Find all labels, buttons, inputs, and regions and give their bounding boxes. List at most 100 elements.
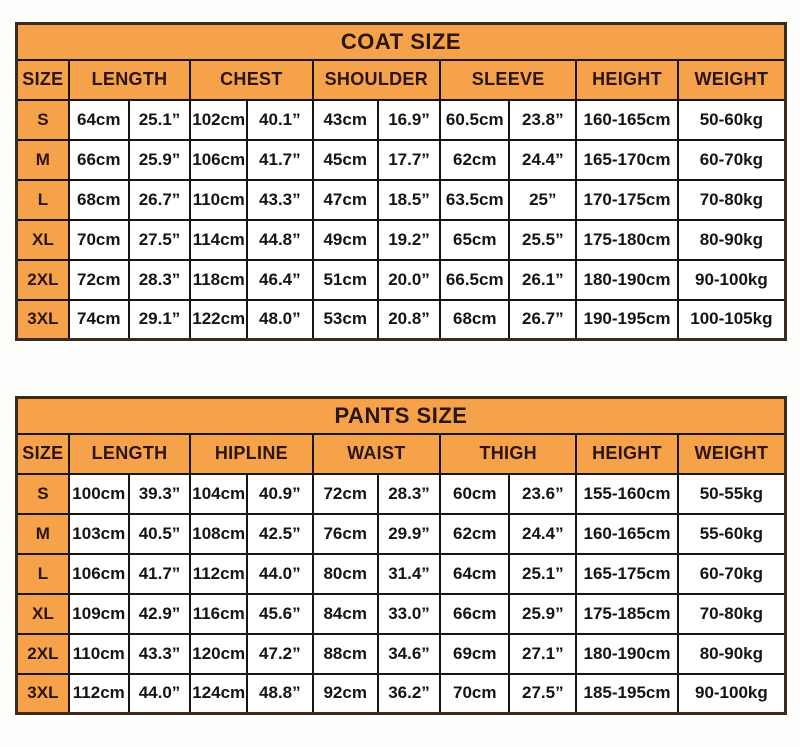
coat-size-table: COAT SIZE SIZE LENGTH CHEST SHOULDER SLE… (15, 22, 787, 341)
value-cell: 70-80kg (676, 178, 787, 221)
value-cell: 100cm (67, 472, 130, 515)
column-header-height: HEIGHT (575, 432, 679, 475)
size-label-cell: M (15, 512, 70, 555)
value-cell: 50-55kg (676, 472, 787, 515)
value-cell: 18.5” (376, 178, 442, 221)
column-header-sleeve: SLEEVE (439, 58, 578, 101)
value-cell: 25.1” (127, 98, 192, 141)
value-cell: 20.8” (376, 298, 442, 341)
table-row: XL 70cm 27.5” 114cm 44.8” 49cm 19.2” 65cm 25.5” 1… (15, 218, 787, 261)
column-header-length: LENGTH (67, 432, 192, 475)
size-label-cell: 3XL (15, 298, 70, 341)
value-cell: 48.8” (246, 672, 314, 715)
value-cell: 165-175cm (575, 552, 679, 595)
value-cell: 24.4” (508, 512, 578, 555)
value-cell: 27.5” (508, 672, 578, 715)
size-label-cell: XL (15, 592, 70, 635)
value-cell: 34.6” (376, 632, 442, 675)
table-row: L 68cm 26.7” 110cm 43.3” 47cm 18.5” 63.5cm 25” 17… (15, 178, 787, 221)
value-cell: 112cm (67, 672, 130, 715)
value-cell: 66cm (439, 592, 511, 635)
value-cell: 104cm (189, 472, 249, 515)
value-cell: 16.9” (376, 98, 442, 141)
table-row: 3XL 112cm 44.0” 124cm 48.8” 92cm 36.2” 70cm 27.5… (15, 672, 787, 715)
value-cell: 28.3” (376, 472, 442, 515)
size-column-header: SIZE (15, 58, 70, 101)
value-cell: 25.5” (508, 218, 578, 261)
value-cell: 40.5” (127, 512, 192, 555)
column-header-length: LENGTH (67, 58, 192, 101)
value-cell: 155-160cm (575, 472, 679, 515)
value-cell: 112cm (189, 552, 249, 595)
pants-table-body: S 100cm 39.3” 104cm 40.9” 72cm 28.3” 60cm 23.6” 1… (15, 472, 787, 715)
size-label-cell: 2XL (15, 258, 70, 301)
value-cell: 44.8” (246, 218, 314, 261)
pants-size-table: PANTS SIZE SIZE LENGTH HIPLINE WAIST THI… (15, 396, 787, 715)
title-row: PANTS SIZE (15, 396, 787, 435)
table-row: M 66cm 25.9” 106cm 41.7” 45cm 17.7” 62cm 24.4” 16… (15, 138, 787, 181)
value-cell: 72cm (67, 258, 130, 301)
value-cell: 44.0” (127, 672, 192, 715)
size-label-cell: 3XL (15, 672, 70, 715)
value-cell: 27.5” (127, 218, 192, 261)
value-cell: 106cm (189, 138, 249, 181)
value-cell: 106cm (67, 552, 130, 595)
size-label-cell: S (15, 98, 70, 141)
value-cell: 17.7” (376, 138, 442, 181)
value-cell: 103cm (67, 512, 130, 555)
value-cell: 49cm (311, 218, 379, 261)
coat-table-body: S 64cm 25.1” 102cm 40.1” 43cm 16.9” 60.5cm 23.8”… (15, 98, 787, 341)
value-cell: 180-190cm (575, 632, 679, 675)
value-cell: 24.4” (508, 138, 578, 181)
value-cell: 65cm (439, 218, 511, 261)
value-cell: 31.4” (376, 552, 442, 595)
value-cell: 60-70kg (676, 138, 787, 181)
value-cell: 43.3” (246, 178, 314, 221)
table-row: 2XL 110cm 43.3” 120cm 47.2” 88cm 34.6” 69cm 27.1… (15, 632, 787, 675)
value-cell: 62cm (439, 138, 511, 181)
value-cell: 69cm (439, 632, 511, 675)
value-cell: 40.1” (246, 98, 314, 141)
size-column-header: SIZE (15, 432, 70, 475)
value-cell: 20.0” (376, 258, 442, 301)
value-cell: 175-180cm (575, 218, 679, 261)
value-cell: 26.1” (508, 258, 578, 301)
value-cell: 25.9” (508, 592, 578, 635)
column-header-weight: WEIGHT (676, 58, 787, 101)
value-cell: 84cm (311, 592, 379, 635)
value-cell: 27.1” (508, 632, 578, 675)
header-row: SIZE LENGTH CHEST SHOULDER SLEEVE HEIGHT… (15, 58, 787, 101)
value-cell: 66.5cm (439, 258, 511, 301)
value-cell: 68cm (67, 178, 130, 221)
value-cell: 68cm (439, 298, 511, 341)
value-cell: 108cm (189, 512, 249, 555)
value-cell: 170-175cm (575, 178, 679, 221)
value-cell: 72cm (311, 472, 379, 515)
column-header-chest: CHEST (189, 58, 314, 101)
value-cell: 116cm (189, 592, 249, 635)
value-cell: 42.5” (246, 512, 314, 555)
value-cell: 70cm (439, 672, 511, 715)
value-cell: 23.8” (508, 98, 578, 141)
value-cell: 50-60kg (676, 98, 787, 141)
value-cell: 47.2” (246, 632, 314, 675)
table-row: XL 109cm 42.9” 116cm 45.6” 84cm 33.0” 66cm 25.9”… (15, 592, 787, 635)
size-label-cell: 2XL (15, 632, 70, 675)
value-cell: 55-60kg (676, 512, 787, 555)
value-cell: 63.5cm (439, 178, 511, 221)
value-cell: 180-190cm (575, 258, 679, 301)
size-label-cell: L (15, 178, 70, 221)
table-row: M 103cm 40.5” 108cm 42.5” 76cm 29.9” 62cm 24.4” 1… (15, 512, 787, 555)
value-cell: 51cm (311, 258, 379, 301)
value-cell: 40.9” (246, 472, 314, 515)
value-cell: 25” (508, 178, 578, 221)
table-row: 2XL 72cm 28.3” 118cm 46.4” 51cm 20.0” 66.5cm 26.… (15, 258, 787, 301)
title-row: COAT SIZE (15, 22, 787, 61)
value-cell: 60cm (439, 472, 511, 515)
value-cell: 80-90kg (676, 218, 787, 261)
value-cell: 33.0” (376, 592, 442, 635)
value-cell: 114cm (189, 218, 249, 261)
size-chart-page: COAT SIZE SIZE LENGTH CHEST SHOULDER SLE… (15, 22, 787, 715)
value-cell: 100-105kg (676, 298, 787, 341)
table-row: 3XL 74cm 29.1” 122cm 48.0” 53cm 20.8” 68cm 26.7”… (15, 298, 787, 341)
